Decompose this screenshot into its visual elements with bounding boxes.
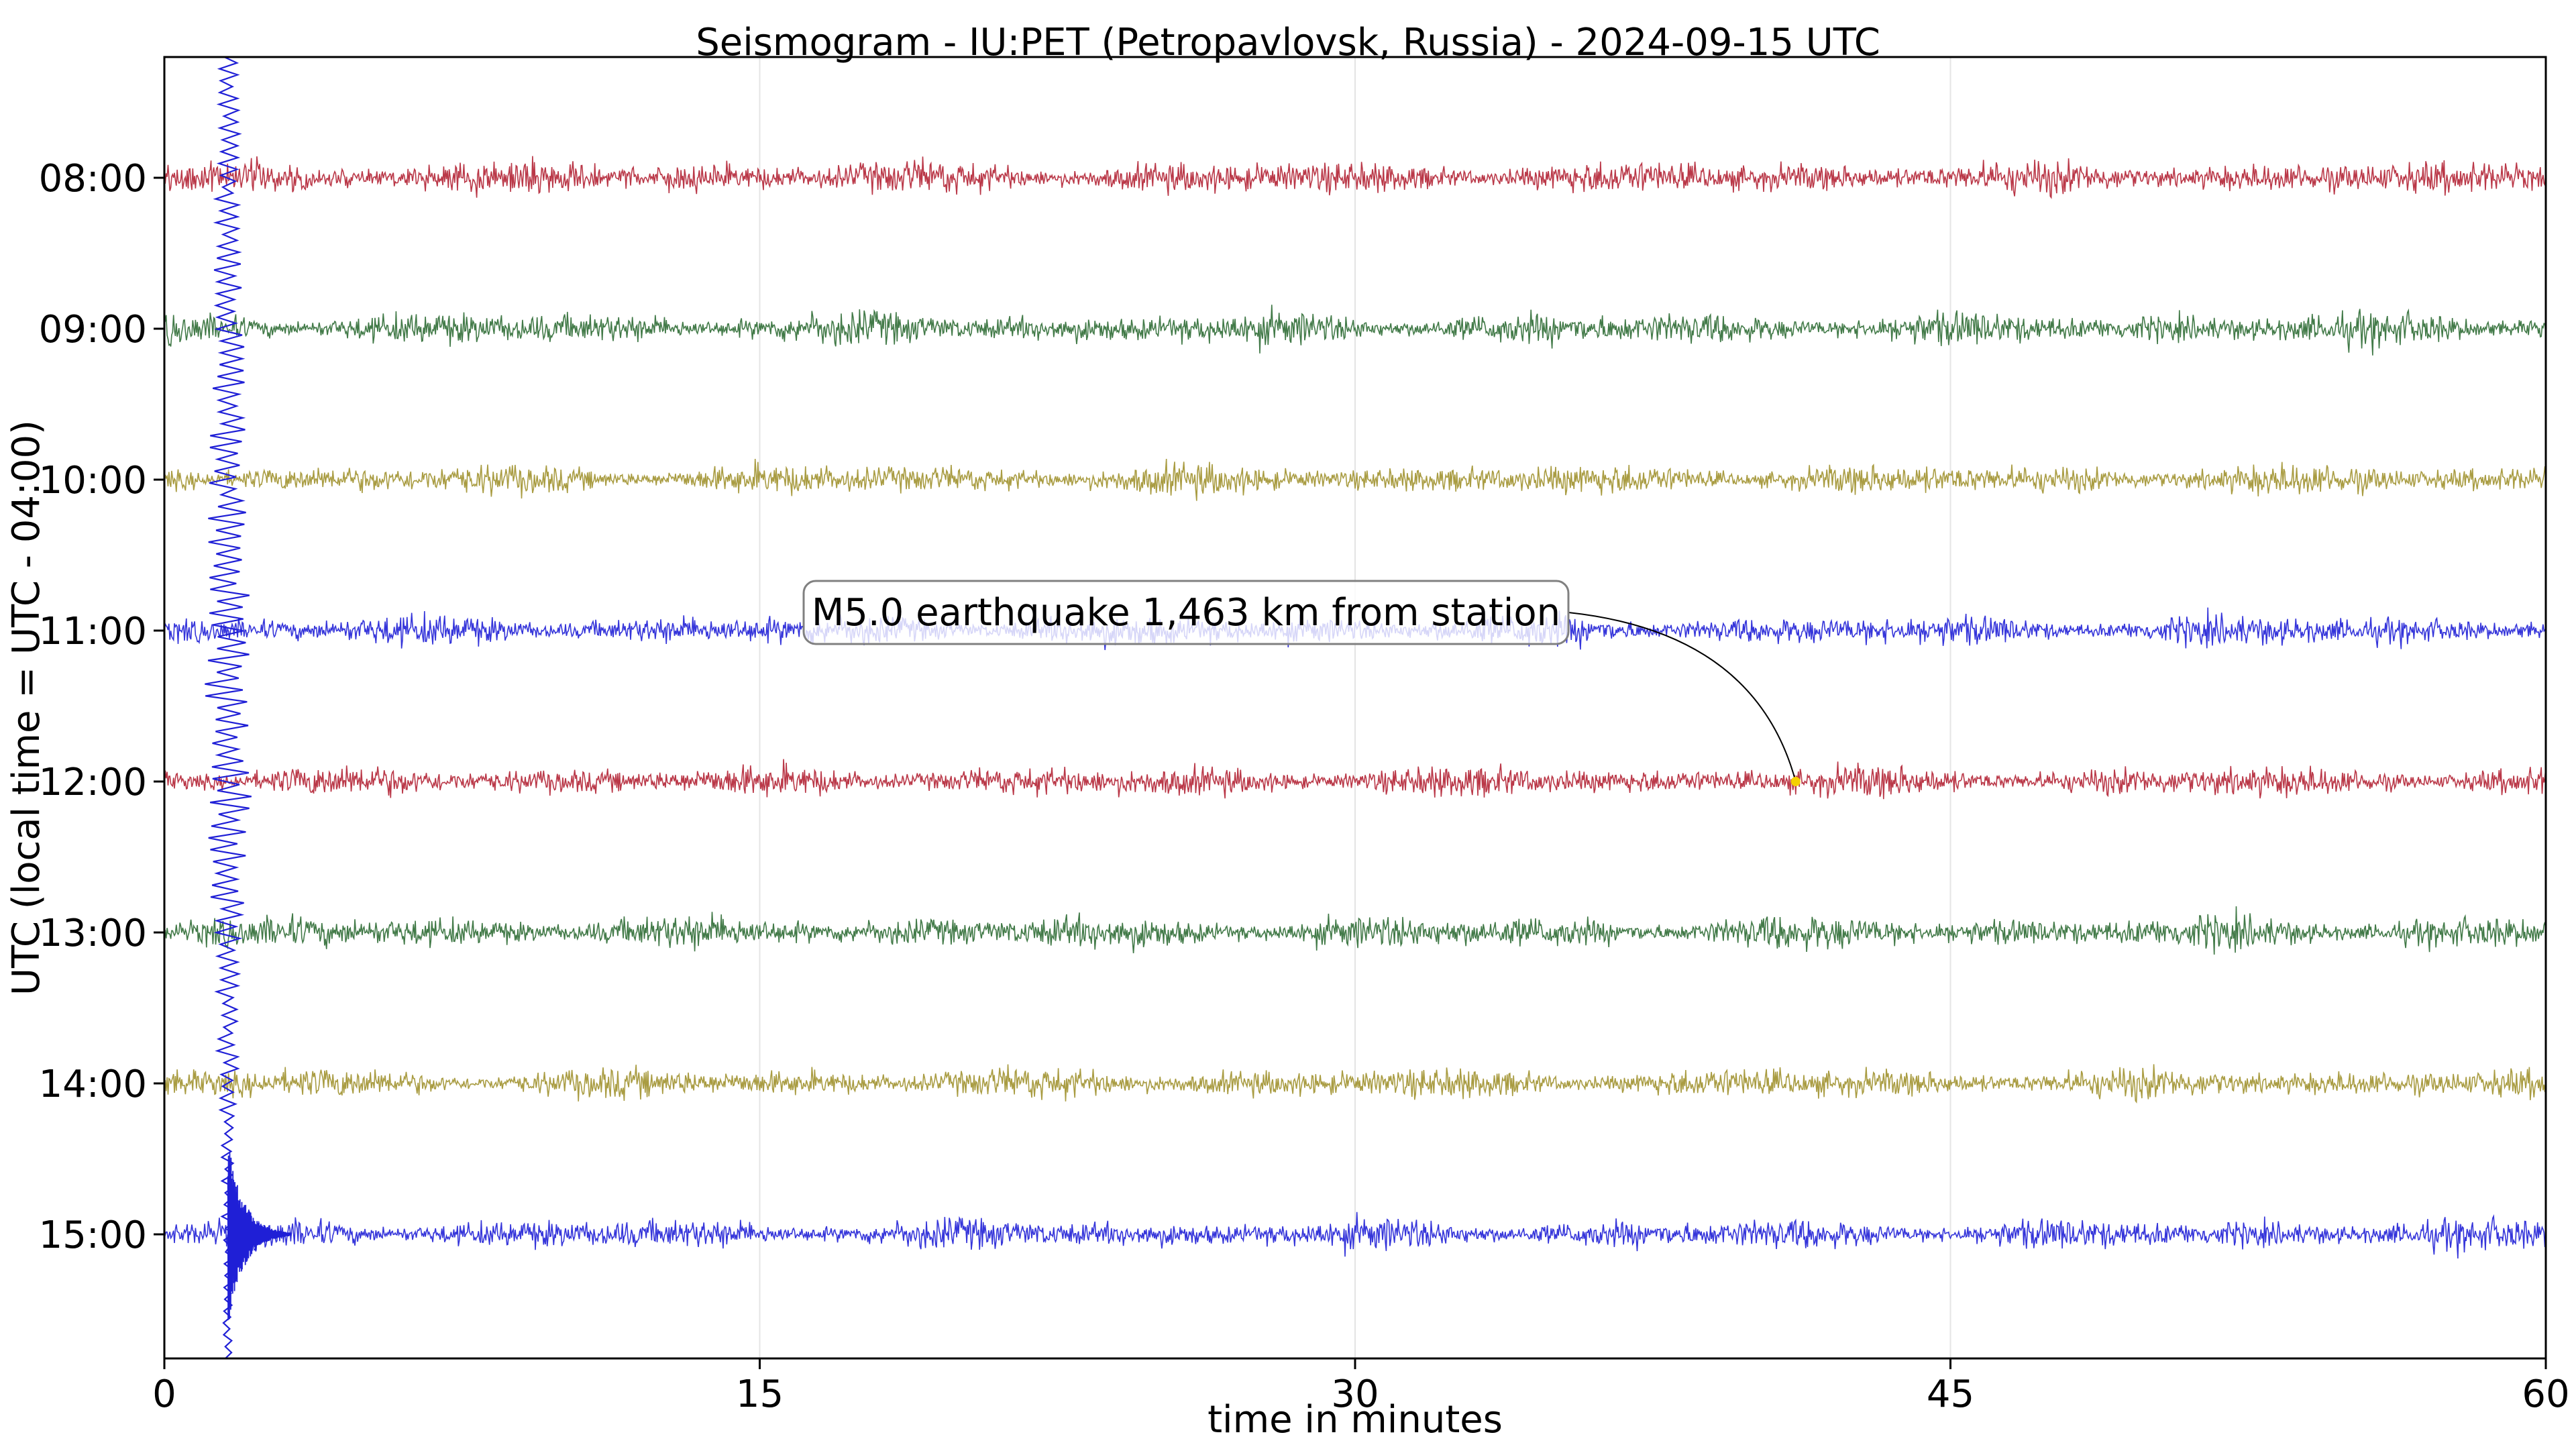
grid-lines (759, 57, 1951, 1358)
y-tick-label-1300: 13:00 (39, 912, 147, 955)
trace-1200 (164, 759, 2546, 800)
trace-0900 (164, 305, 2546, 356)
y-tick-label-1400: 14:00 (39, 1063, 147, 1106)
annotation-text: M5.0 earthquake 1,463 km from station (812, 591, 1560, 635)
y-tick-label-1000: 10:00 (39, 459, 147, 502)
y-tick-label-1100: 11:00 (39, 610, 147, 653)
trace-0800 (164, 156, 2546, 199)
y-axis-title: UTC (local time = UTC - 04:00) (5, 420, 48, 996)
seismic-traces (164, 56, 2546, 1359)
x-tick-label-30: 30 (1331, 1373, 1379, 1416)
axis-ticks: 0 15 30 45 60 08:00 09:00 10:00 11:00 12:00 13:00 1… (39, 157, 2570, 1416)
x-tick-label-15: 15 (736, 1373, 784, 1416)
y-tick-label-0900: 09:00 (39, 308, 147, 352)
trace-1000 (164, 458, 2546, 501)
annotation-box (802, 580, 1570, 645)
x-tick-label-0: 0 (152, 1373, 176, 1416)
annotation-marker (1790, 777, 1801, 786)
earthquake-arrival-spike (205, 56, 252, 1359)
earthquake-coda (227, 1152, 292, 1320)
trace-1400 (164, 1064, 2546, 1104)
trace-1500 (164, 1212, 2546, 1259)
y-tick-label-1500: 15:00 (39, 1214, 147, 1257)
chart-title: Seismogram - IU:PET (Petropavlovsk, Russ… (696, 21, 1880, 64)
annotation-layer: M5.0 earthquake 1,463 km from station (802, 580, 1801, 786)
y-tick-label-0800: 08:00 (39, 157, 147, 201)
x-tick-label-45: 45 (1927, 1373, 1974, 1416)
annotation-leader-line (1568, 612, 1796, 782)
trace-1300 (164, 906, 2546, 955)
y-tick-label-1200: 12:00 (39, 761, 147, 804)
x-tick-label-60: 60 (2522, 1373, 2569, 1416)
x-axis-title: time in minutes (1208, 1398, 1503, 1442)
